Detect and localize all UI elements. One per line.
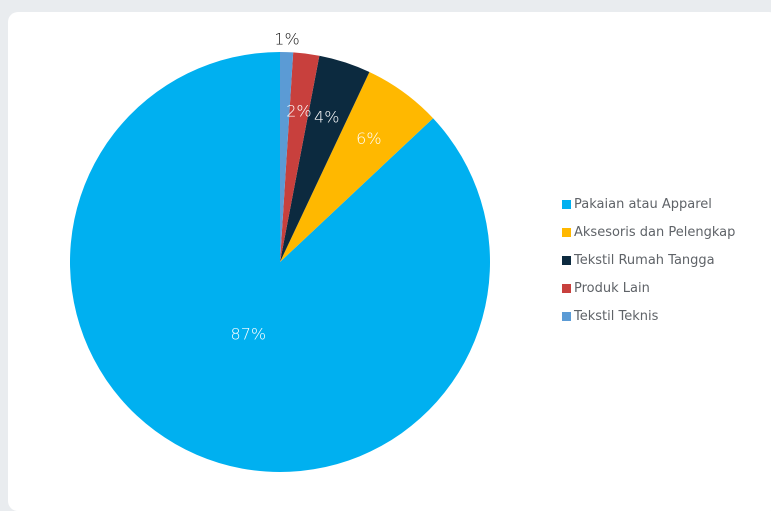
legend-label: Aksesoris dan Pelengkap — [574, 224, 736, 240]
slice-data-label: 87% — [231, 325, 267, 344]
pie-labels: 87% 6% 4%2% 1% — [231, 30, 382, 344]
legend-label: Pakaian atau Apparel — [574, 196, 712, 212]
legend-item: Tekstil Teknis — [562, 302, 735, 330]
pie-slice — [280, 71, 434, 262]
legend-swatch — [562, 311, 571, 321]
pie-slices — [70, 52, 491, 472]
legend-item: Aksesoris dan Pelengkap — [562, 218, 735, 246]
legend-item: Produk Lain — [562, 274, 735, 302]
legend-swatch — [562, 227, 571, 237]
slice-data-label: 1% — [274, 30, 299, 49]
chart-legend: Pakaian atau Apparel Aksesoris dan Peleng… — [562, 190, 735, 330]
legend-item: Tekstil Rumah Tangga — [562, 246, 735, 274]
slice-data-label: 2% — [286, 101, 311, 120]
pie-slice — [70, 52, 491, 472]
legend-item: Pakaian atau Apparel — [562, 190, 735, 218]
legend-swatch — [562, 255, 571, 265]
pie-slice — [280, 55, 370, 262]
pie-slice — [280, 52, 320, 263]
legend-swatch — [562, 199, 571, 209]
legend-label: Produk Lain — [574, 280, 650, 296]
slice-data-label: 6% — [356, 129, 381, 148]
legend-label: Tekstil Rumah Tangga — [574, 252, 715, 268]
legend-swatch — [562, 283, 571, 293]
legend-label: Tekstil Teknis — [574, 308, 659, 324]
pie-slice — [280, 52, 294, 262]
slice-data-label: 4% — [314, 108, 339, 127]
